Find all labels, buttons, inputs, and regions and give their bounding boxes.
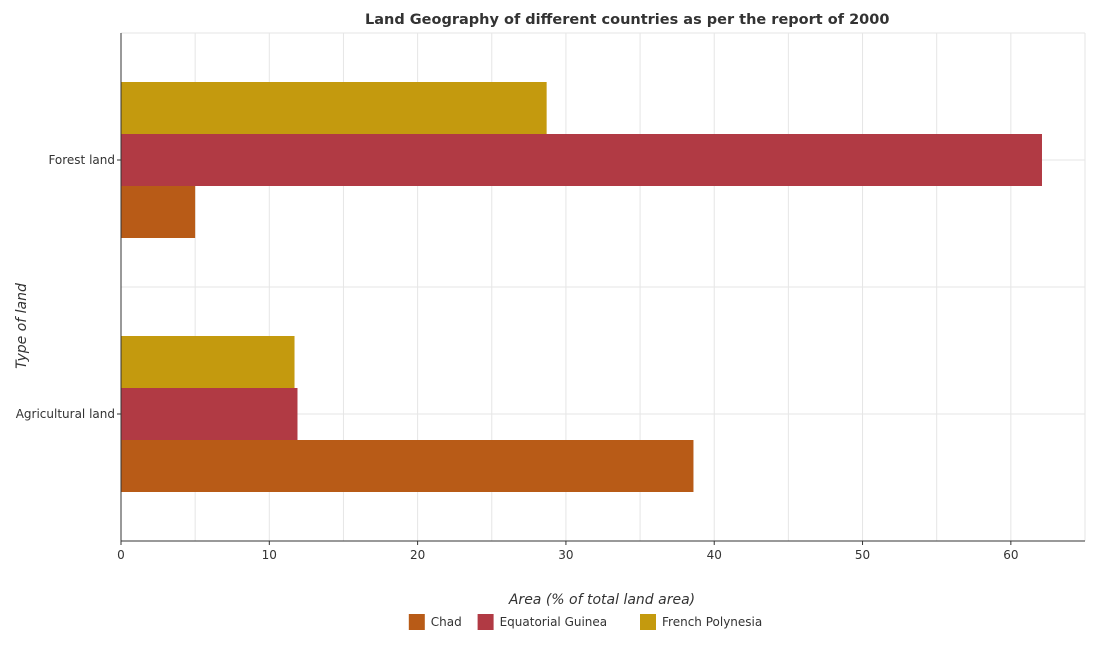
x-tick-label: 50 bbox=[855, 548, 870, 562]
bar-french-polynesia-forest-land bbox=[121, 82, 547, 134]
legend-label: Chad bbox=[431, 615, 462, 629]
legend-swatch bbox=[640, 614, 656, 630]
bar-chad-forest-land bbox=[121, 186, 196, 238]
legend-label: Equatorial Guinea bbox=[500, 615, 608, 629]
bar-equatorial-guinea-forest-land bbox=[121, 134, 1042, 186]
x-tick-labels: 0 10 20 30 40 50 60 bbox=[117, 548, 1018, 562]
y-tick-labels: Forest land Agricultural land bbox=[16, 153, 115, 421]
x-tick-label: 30 bbox=[558, 548, 573, 562]
x-tick-label: 10 bbox=[262, 548, 277, 562]
bar-french-polynesia-agricultural-land bbox=[121, 336, 295, 388]
legend-label: French Polynesia bbox=[662, 615, 762, 629]
bar-equatorial-guinea-agricultural-land bbox=[121, 388, 298, 440]
x-tick-label: 60 bbox=[1003, 548, 1018, 562]
legend-swatch bbox=[408, 614, 425, 630]
y-tick-label: Forest land bbox=[48, 153, 115, 167]
chart-title: Land Geography of different countries as… bbox=[365, 12, 889, 28]
x-tick-label: 0 bbox=[117, 548, 125, 562]
y-axis-title: Type of land bbox=[14, 283, 30, 369]
bar-chad-agricultural-land bbox=[121, 440, 694, 492]
x-axis-title: Area (% of total land area) bbox=[508, 592, 695, 608]
y-tick-label: Agricultural land bbox=[16, 407, 115, 421]
x-tick-label: 20 bbox=[410, 548, 425, 562]
x-tick-label: 40 bbox=[707, 548, 722, 562]
axes bbox=[117, 33, 1085, 545]
legend-swatch bbox=[477, 614, 494, 630]
legend: Chad Equatorial Guinea French Polynesia bbox=[408, 614, 762, 630]
bars bbox=[121, 82, 1042, 492]
